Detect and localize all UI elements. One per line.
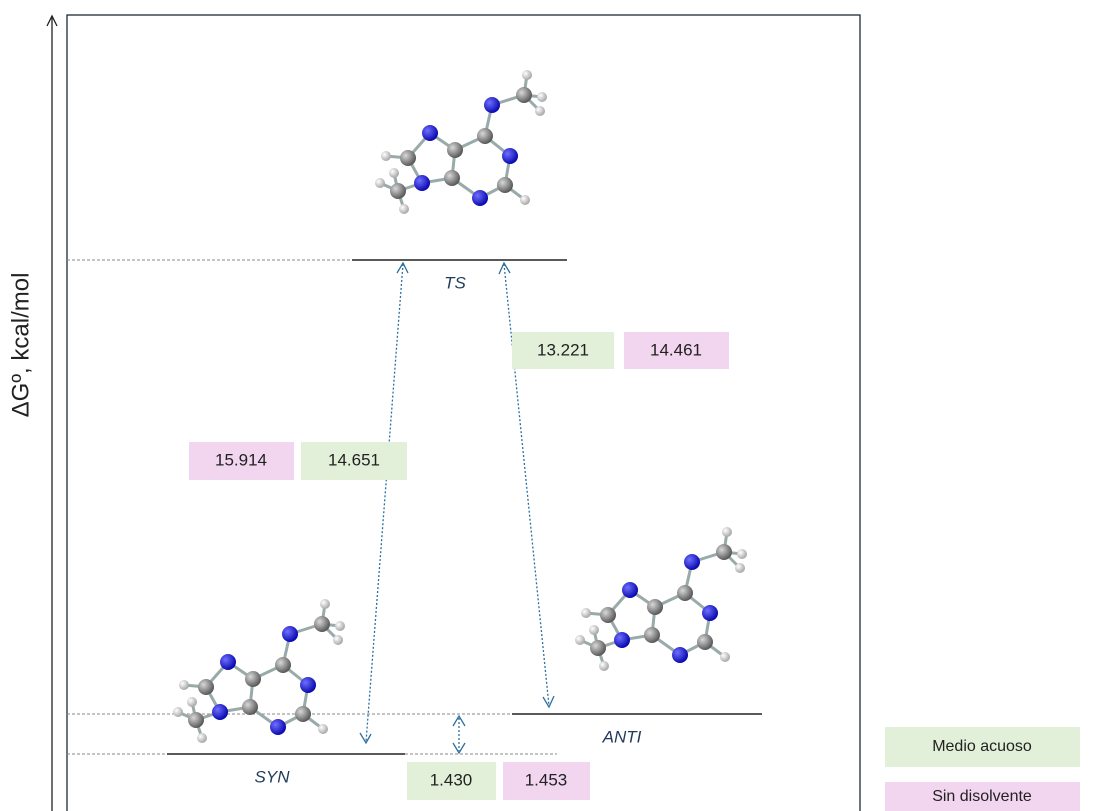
atom — [684, 554, 700, 570]
atom — [716, 544, 732, 560]
molecules — [173, 70, 747, 743]
atom — [697, 634, 713, 650]
atom — [197, 733, 207, 743]
atom — [187, 697, 197, 707]
atom — [300, 677, 316, 693]
atom — [720, 652, 730, 662]
legend-label: Sin disolvente — [932, 788, 1032, 805]
atom — [735, 563, 745, 573]
state-label: SYN — [255, 767, 291, 786]
atom — [647, 599, 663, 615]
state-label: TS — [444, 273, 466, 292]
legend-label: Medio acuoso — [932, 738, 1032, 755]
atom — [575, 635, 585, 645]
atom — [188, 712, 204, 728]
atom — [477, 128, 493, 144]
atom — [590, 640, 606, 656]
atom — [622, 582, 638, 598]
atom — [589, 625, 599, 635]
atom — [282, 626, 298, 642]
atom — [400, 150, 416, 166]
atom — [581, 608, 591, 618]
atom — [537, 92, 547, 102]
atom — [270, 719, 286, 735]
atom — [198, 679, 214, 695]
atom — [320, 599, 330, 609]
atom — [318, 724, 328, 734]
atom — [381, 151, 391, 161]
atom — [702, 605, 718, 621]
value: 14.461 — [650, 340, 702, 359]
atom — [447, 142, 463, 158]
y-axis-label: ΔGº, kcal/mol — [7, 273, 34, 418]
atom — [522, 70, 532, 80]
value: 1.430 — [430, 770, 473, 789]
atom — [484, 97, 500, 113]
atom — [173, 707, 183, 717]
atom — [502, 148, 518, 164]
atom — [600, 607, 616, 623]
atom — [212, 704, 228, 720]
atom — [520, 195, 530, 205]
value: 13.221 — [537, 340, 589, 359]
atom — [614, 632, 630, 648]
atom — [335, 621, 345, 631]
atom — [220, 654, 236, 670]
atom — [444, 170, 460, 186]
atom — [535, 106, 545, 116]
atom — [375, 178, 385, 188]
atom — [472, 190, 488, 206]
atom — [390, 183, 406, 199]
atom — [314, 616, 330, 632]
atom — [599, 661, 609, 671]
value: 1.453 — [525, 770, 568, 789]
atom — [275, 657, 291, 673]
atom — [245, 671, 261, 687]
atom — [644, 627, 660, 643]
atom — [677, 585, 693, 601]
atom — [179, 680, 189, 690]
atom — [389, 168, 399, 178]
atom — [737, 549, 747, 559]
state-label: ANTI — [602, 727, 642, 746]
atom — [295, 706, 311, 722]
value: 15.914 — [215, 450, 267, 469]
atom — [333, 635, 343, 645]
atom — [242, 699, 258, 715]
value: 14.651 — [328, 450, 380, 469]
atom — [516, 87, 532, 103]
atom — [399, 204, 409, 214]
frame — [67, 15, 860, 811]
atom — [422, 125, 438, 141]
energy-diagram: ΔGº, kcal/mol TS SYN ANTI 15.914 14.651 … — [0, 0, 1097, 811]
atom — [414, 175, 430, 191]
atom — [672, 647, 688, 663]
atom — [722, 527, 732, 537]
atom — [497, 177, 513, 193]
